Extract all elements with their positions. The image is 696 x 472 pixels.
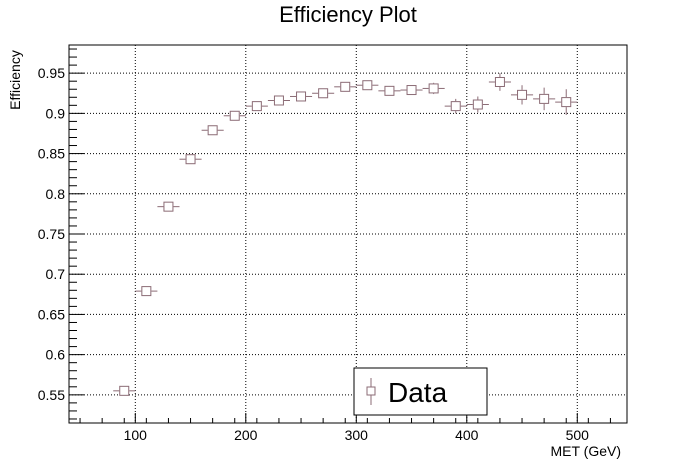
data-marker xyxy=(185,154,196,165)
data-point xyxy=(533,87,556,111)
data-marker xyxy=(163,201,174,212)
data-marker xyxy=(119,385,130,396)
data-point xyxy=(555,89,578,115)
data-marker xyxy=(296,91,307,102)
data-point xyxy=(113,385,136,396)
data-point xyxy=(378,85,401,96)
data-point xyxy=(267,95,290,106)
data-marker xyxy=(472,99,483,110)
y-tick-label: 0.65 xyxy=(38,306,65,322)
data-point xyxy=(334,81,357,92)
y-tick-label: 0.9 xyxy=(46,105,66,121)
legend-marker-icon xyxy=(366,386,376,396)
y-tick-label: 0.95 xyxy=(38,65,65,81)
data-point xyxy=(466,96,489,113)
data-marker xyxy=(362,80,373,91)
legend-box xyxy=(353,367,488,416)
grid xyxy=(69,45,627,423)
y-tick-label: 0.55 xyxy=(38,387,65,403)
data-point xyxy=(356,80,379,91)
data-marker xyxy=(207,125,218,136)
data-marker xyxy=(450,101,461,112)
data-marker xyxy=(251,101,262,112)
data-marker xyxy=(318,88,329,99)
data-marker xyxy=(384,85,395,96)
data-marker xyxy=(340,81,351,92)
data-point xyxy=(135,286,158,297)
data-point xyxy=(289,91,313,102)
data-marker xyxy=(517,89,528,100)
y-tick-label: 0.85 xyxy=(38,146,65,162)
data-point xyxy=(201,125,224,136)
x-tick-label: 300 xyxy=(345,427,369,443)
data-marker xyxy=(406,85,417,96)
x-tick-label: 500 xyxy=(566,427,590,443)
data-marker xyxy=(273,95,284,106)
data-marker xyxy=(141,286,152,297)
data-marker xyxy=(229,110,240,121)
y-tick-label: 0.75 xyxy=(38,226,65,242)
y-tick-label: 0.8 xyxy=(46,186,66,202)
y-axis-label: Efficiency xyxy=(7,50,23,110)
data-point xyxy=(444,98,467,114)
data-point xyxy=(157,201,180,212)
data-point xyxy=(400,85,423,96)
data-marker xyxy=(539,93,550,104)
x-tick-label: 400 xyxy=(455,427,479,443)
data-marker xyxy=(561,97,572,108)
data-marker xyxy=(428,83,439,94)
legend: Data xyxy=(353,367,488,416)
y-tick-label: 0.6 xyxy=(46,347,66,363)
legend-entry-data: Data xyxy=(388,377,448,408)
x-tick-label: 200 xyxy=(234,427,258,443)
data-point xyxy=(422,82,445,95)
x-axis-label: MET (GeV) xyxy=(550,443,621,459)
y-tick-label: 0.7 xyxy=(46,266,66,282)
data-point xyxy=(488,73,511,91)
chart-title: Efficiency Plot xyxy=(279,2,417,27)
data-series xyxy=(113,73,578,396)
data-point xyxy=(312,88,335,99)
data-marker xyxy=(494,76,505,87)
data-point xyxy=(223,110,246,121)
x-tick-label: 100 xyxy=(124,427,148,443)
axes: 100 200 300 400 500 0.55 0.6 0.65 0.7 0.75 0.8 0.85… xyxy=(38,48,611,443)
data-point xyxy=(510,85,534,105)
data-point xyxy=(245,101,268,112)
data-point xyxy=(179,154,202,165)
